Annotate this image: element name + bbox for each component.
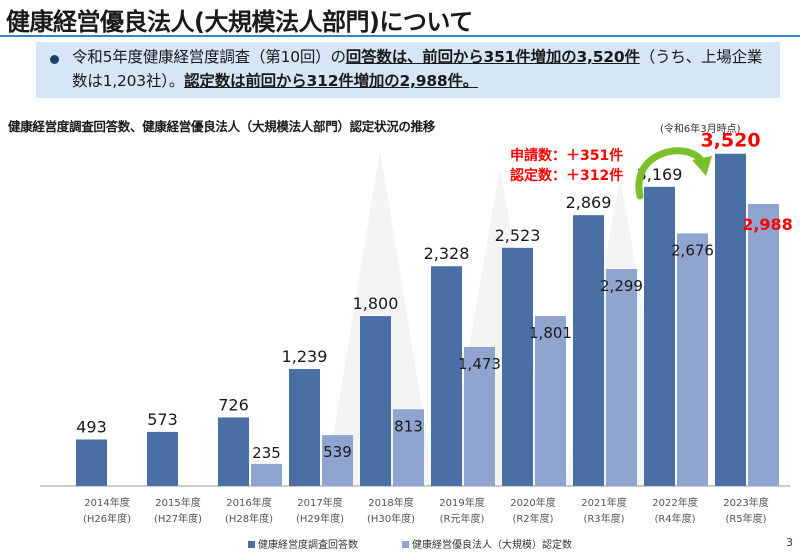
summary-responses: 回答数は、前回から351件増加の3,520件 xyxy=(345,48,640,66)
bar-responses xyxy=(573,215,604,487)
page-number: 3 xyxy=(786,536,793,549)
applications-increase: 申請数：＋351件 xyxy=(510,148,624,164)
bar-certified xyxy=(748,203,779,486)
bar-label-responses: 2,523 xyxy=(495,226,541,245)
bar-label-responses: 726 xyxy=(218,395,249,414)
bar-label-certified: 539 xyxy=(323,443,352,461)
bar-responses xyxy=(715,153,746,486)
x-tick-label: 2020年度 xyxy=(510,496,555,509)
bar-responses xyxy=(218,417,249,486)
bar-label-responses: 2,869 xyxy=(566,193,612,212)
x-tick-sublabel: (H28年度) xyxy=(225,512,273,525)
chart-title: 健康経営度調査回答数、健康経営優良法人（大規模法人部門）認定状況の推移 xyxy=(8,119,436,134)
legend-swatch-responses xyxy=(248,541,255,548)
bar-certified xyxy=(464,346,495,486)
bar-label-responses: 3,169 xyxy=(637,165,683,184)
bar-certified xyxy=(677,233,708,486)
summary-certified: 認定数は前回から312件増加の2,988件。 xyxy=(184,72,479,90)
x-tick-sublabel: (H29年度) xyxy=(296,512,344,525)
bar-responses xyxy=(147,431,178,486)
bar-responses xyxy=(644,186,675,486)
x-tick-label: 2022年度 xyxy=(652,496,697,509)
increase-arrow xyxy=(635,147,706,200)
bar-certified xyxy=(322,435,353,486)
x-tick-sublabel: (R4年度) xyxy=(654,512,695,525)
bar-label-responses: 493 xyxy=(76,417,107,436)
x-tick-label: 2023年度 xyxy=(723,496,768,509)
bar-label-responses: 3,520 xyxy=(700,130,760,152)
x-tick-label: 2018年度 xyxy=(368,496,413,509)
page-title: 健康経営優良法人(大規模法人部門)について xyxy=(6,8,473,36)
x-tick-label: 2019年度 xyxy=(439,496,484,509)
legend-label-responses: 健康経営度調査回答数 xyxy=(258,538,358,551)
x-tick-label: 2014年度 xyxy=(84,496,129,509)
x-tick-sublabel: (H27年度) xyxy=(154,512,202,525)
legend-label-certified: 健康経営優良法人（大規模）認定数 xyxy=(412,538,572,551)
x-tick-label: 2016年度 xyxy=(226,496,271,509)
bar-label-responses: 573 xyxy=(147,410,178,429)
bar-label-responses: 1,239 xyxy=(282,347,328,366)
bar-label-certified: 2,988 xyxy=(742,215,793,234)
bar-label-certified: 2,676 xyxy=(671,241,714,259)
bar-responses xyxy=(360,316,391,486)
bar-certified xyxy=(393,409,424,486)
summary-part-3: （うち、上場企業数は1,203社）。 xyxy=(72,48,763,90)
x-tick-sublabel: (H26年度) xyxy=(83,512,131,525)
bar-label-certified: 1,801 xyxy=(529,324,572,342)
bar-label-certified: 235 xyxy=(252,444,281,462)
bar-label-responses: 1,800 xyxy=(353,294,399,313)
increase-annotation: 申請数：＋351件 認定数：＋312件 xyxy=(510,146,623,186)
as-of-note: (令和6年3月時点) xyxy=(660,124,741,135)
bar-label-certified: 1,473 xyxy=(458,355,501,373)
bar-label-certified: 2,299 xyxy=(600,277,643,295)
x-tick-label: 2015年度 xyxy=(155,496,200,509)
bar-label-responses: 2,328 xyxy=(424,244,470,263)
bar-certified xyxy=(606,268,637,486)
bar-certified xyxy=(535,315,566,486)
x-tick-sublabel: (R3年度) xyxy=(583,512,624,525)
summary-part-1: 令和5年度健康経営度調査（第10回）の xyxy=(72,48,346,66)
bullet-dot xyxy=(50,55,59,64)
x-tick-sublabel: (H30年度) xyxy=(367,512,415,525)
bar-label-certified: 813 xyxy=(394,417,423,435)
bar-responses xyxy=(502,247,533,486)
summary-callout: 令和5年度健康経営度調査（第10回）の回答数は、前回から351件増加の3,520… xyxy=(36,42,780,98)
certified-increase: 認定数：＋312件 xyxy=(510,168,624,184)
bar-responses xyxy=(289,369,320,486)
bar-responses xyxy=(76,439,107,486)
x-tick-sublabel: (R5年度) xyxy=(725,512,766,525)
x-tick-sublabel: (R元年度) xyxy=(440,512,485,525)
arrow-head xyxy=(692,156,712,176)
summary-text: 令和5年度健康経営度調査（第10回）の回答数は、前回から351件増加の3,520… xyxy=(72,45,777,93)
bar-certified xyxy=(251,463,282,486)
bar-responses xyxy=(431,266,462,486)
x-tick-label: 2021年度 xyxy=(581,496,626,509)
x-tick-sublabel: (R2年度) xyxy=(512,512,553,525)
title-rule xyxy=(0,35,800,37)
legend-swatch-certified xyxy=(402,541,409,548)
x-tick-label: 2017年度 xyxy=(297,496,342,509)
